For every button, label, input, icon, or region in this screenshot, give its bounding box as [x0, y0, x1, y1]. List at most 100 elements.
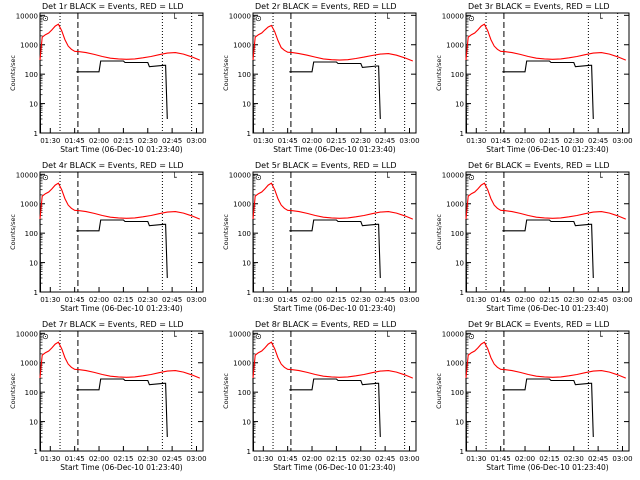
lld-series-line — [465, 341, 627, 379]
x-tick-label: 02:15 — [326, 455, 346, 463]
y-axis-label: Counts/sec — [435, 55, 443, 91]
y-tick-label: 10000 — [229, 330, 251, 338]
x-tick-label: 01:30 — [466, 455, 486, 463]
x-tick-label: 02:00 — [89, 455, 109, 463]
y-tick-label: 1000 — [233, 42, 251, 50]
end-marker-icon: └ — [598, 172, 603, 182]
end-marker-icon: └ — [385, 331, 390, 341]
y-tick-label: 10000 — [16, 12, 38, 20]
y-tick-label: 10000 — [442, 12, 464, 20]
y-axis-label: Counts/sec — [222, 214, 230, 250]
plot-frame — [39, 171, 204, 293]
y-tick-label: 10000 — [442, 330, 464, 338]
x-tick-label: 01:45 — [491, 296, 511, 304]
events-series-line — [252, 219, 255, 293]
start-marker-icon: ⊙ — [468, 332, 475, 341]
x-tick-label: 01:30 — [253, 455, 273, 463]
end-marker-icon: └ — [598, 13, 603, 23]
y-axis-label: Counts/sec — [9, 214, 17, 250]
y-tick-label: 10000 — [229, 171, 251, 179]
y-tick-label: 10 — [242, 101, 251, 109]
x-tick-label: 01:45 — [491, 455, 511, 463]
chart-title: Det 6r BLACK = Events, RED = LLD — [468, 161, 610, 170]
x-tick-label: 03:00 — [612, 137, 632, 145]
y-axis-label: Counts/sec — [9, 55, 17, 91]
y-axis-label: Counts/sec — [9, 373, 17, 409]
plot-frame — [252, 12, 417, 134]
events-series-line — [39, 60, 42, 134]
chart-panel: Det 7r BLACK = Events, RED = LLD ⊙ └ 1 10 100… — [9, 320, 207, 472]
chart-title: Det 7r BLACK = Events, RED = LLD — [42, 320, 184, 329]
x-tick-label: 03:00 — [399, 137, 419, 145]
x-tick-label: 02:30 — [564, 455, 584, 463]
x-tick-label: 02:15 — [539, 137, 559, 145]
start-marker-icon: ⊙ — [255, 332, 262, 341]
x-tick-label: 01:30 — [40, 137, 60, 145]
y-tick-label: 10 — [242, 260, 251, 268]
y-tick-label: 1000 — [20, 201, 38, 209]
chart-title: Det 1r BLACK = Events, RED = LLD — [42, 2, 184, 11]
start-marker-icon: ⊙ — [255, 173, 262, 182]
x-tick-label: 02:45 — [588, 455, 608, 463]
y-tick-label: 1 — [460, 448, 464, 456]
plot-frame — [252, 330, 417, 452]
x-tick-label: 02:15 — [539, 296, 559, 304]
events-series-line — [76, 378, 168, 438]
y-tick-label: 100 — [25, 71, 38, 79]
y-tick-label: 10000 — [442, 171, 464, 179]
chart-panel: Det 3r BLACK = Events, RED = LLD ⊙ └ 1 10 100… — [435, 2, 633, 154]
plot-frame — [252, 171, 417, 293]
plot-frame — [465, 171, 630, 293]
x-tick-label: 02:45 — [162, 455, 182, 463]
x-tick-label: 02:00 — [302, 455, 322, 463]
chart-title: Det 4r BLACK = Events, RED = LLD — [42, 161, 184, 170]
y-tick-label: 100 — [25, 230, 38, 238]
y-tick-label: 100 — [25, 389, 38, 397]
x-tick-label: 02:15 — [326, 296, 346, 304]
x-axis-label: Start Time (06-Dec-10 01:23:40) — [486, 304, 608, 313]
chart-title: Det 5r BLACK = Events, RED = LLD — [255, 161, 397, 170]
x-axis-label: Start Time (06-Dec-10 01:23:40) — [273, 304, 395, 313]
y-tick-label: 1 — [34, 130, 38, 138]
end-marker-icon: └ — [598, 331, 603, 341]
y-tick-label: 10 — [455, 419, 464, 427]
y-tick-label: 10 — [455, 260, 464, 268]
x-tick-label: 02:45 — [162, 296, 182, 304]
chart-panel: Det 8r BLACK = Events, RED = LLD ⊙ └ 1 10 100… — [222, 320, 420, 472]
plot-frame — [465, 330, 630, 452]
x-tick-label: 03:00 — [612, 455, 632, 463]
y-tick-label: 1000 — [20, 360, 38, 368]
y-tick-label: 10000 — [229, 12, 251, 20]
plot-frame — [39, 330, 204, 452]
x-axis-label: Start Time (06-Dec-10 01:23:40) — [60, 145, 182, 154]
events-series-line — [76, 219, 168, 279]
y-tick-label: 10 — [455, 101, 464, 109]
x-tick-label: 01:30 — [253, 137, 273, 145]
y-tick-label: 1000 — [233, 360, 251, 368]
plot-frame — [465, 12, 630, 134]
x-tick-label: 02:30 — [564, 137, 584, 145]
lld-series-line — [252, 341, 414, 379]
events-series-line — [252, 378, 255, 452]
chart-panel: Det 6r BLACK = Events, RED = LLD ⊙ └ 1 10 100… — [435, 161, 633, 313]
y-tick-label: 100 — [238, 230, 251, 238]
x-tick-label: 03:00 — [186, 455, 206, 463]
chart-panel: Det 4r BLACK = Events, RED = LLD ⊙ └ 1 10 100… — [9, 161, 207, 313]
start-marker-icon: ⊙ — [468, 14, 475, 23]
end-marker-icon: └ — [385, 172, 390, 182]
x-tick-label: 02:15 — [113, 296, 133, 304]
y-tick-label: 10 — [29, 260, 38, 268]
x-tick-label: 01:30 — [253, 296, 273, 304]
x-tick-label: 02:00 — [89, 296, 109, 304]
x-tick-label: 01:45 — [65, 455, 85, 463]
x-tick-label: 02:45 — [588, 137, 608, 145]
events-series-line — [289, 219, 381, 279]
x-tick-label: 02:30 — [138, 455, 158, 463]
lld-series-line — [252, 182, 414, 220]
events-series-line — [465, 219, 468, 293]
events-series-line — [289, 378, 381, 438]
y-tick-label: 1 — [460, 130, 464, 138]
chart-title: Det 8r BLACK = Events, RED = LLD — [255, 320, 397, 329]
x-tick-label: 02:30 — [351, 296, 371, 304]
x-tick-label: 01:45 — [65, 137, 85, 145]
